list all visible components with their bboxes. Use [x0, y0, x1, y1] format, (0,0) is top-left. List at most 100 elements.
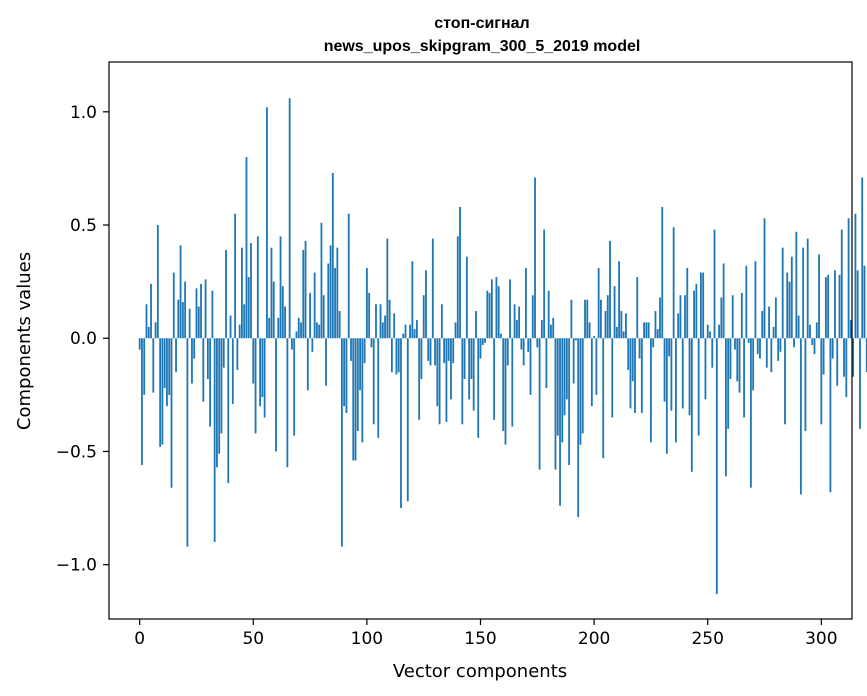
- bar-192: [575, 338, 577, 341]
- bar-295: [809, 324, 811, 339]
- bar-200: [593, 335, 596, 339]
- bar-86: [334, 268, 336, 339]
- bar-272: [756, 338, 759, 355]
- bar-70: [297, 317, 300, 339]
- bar-44: [238, 324, 241, 339]
- bar-114: [397, 338, 400, 373]
- bar-89: [340, 338, 343, 547]
- bar-165: [513, 304, 516, 339]
- bar-84: [329, 245, 332, 339]
- bar-28: [202, 338, 205, 402]
- bar-198: [588, 322, 591, 339]
- bar-144: [465, 256, 468, 339]
- bar-291: [799, 338, 802, 495]
- bar-53: [259, 338, 262, 407]
- bar-39: [227, 338, 230, 484]
- bar-298: [815, 322, 818, 339]
- bar-119: [409, 324, 411, 339]
- bar-278: [770, 338, 773, 373]
- bar-261: [731, 295, 734, 339]
- bar-77: [313, 272, 316, 339]
- bar-319: [863, 265, 866, 339]
- bar-113: [395, 338, 398, 375]
- bar-27: [200, 283, 202, 339]
- bar-148: [475, 311, 477, 339]
- bar-214: [625, 313, 627, 339]
- bar-15: [172, 272, 175, 339]
- bar-212: [620, 311, 623, 339]
- bar-97: [359, 338, 361, 391]
- bar-208: [611, 338, 614, 418]
- bar-281: [777, 338, 780, 361]
- bar-87: [336, 247, 339, 339]
- bar-267: [745, 265, 748, 339]
- bar-11: [163, 338, 166, 389]
- bar-313: [849, 320, 852, 339]
- bar-12: [166, 338, 168, 407]
- bar-21: [186, 338, 189, 547]
- x-tick-label: 200: [578, 629, 610, 649]
- bar-49: [250, 243, 252, 339]
- bar-242: [688, 338, 691, 416]
- bar-57: [268, 317, 271, 339]
- bar-310: [843, 338, 845, 377]
- bar-62: [279, 236, 282, 339]
- bar-127: [427, 338, 430, 361]
- bar-104: [375, 304, 377, 339]
- bar-121: [413, 329, 416, 339]
- bar-154: [488, 292, 491, 339]
- bar-244: [693, 290, 695, 339]
- bar-81: [322, 295, 325, 339]
- bar-233: [668, 338, 670, 357]
- bar-170: [525, 268, 527, 339]
- bar-269: [749, 338, 752, 488]
- bar-45: [241, 247, 243, 339]
- bar-100: [365, 268, 368, 339]
- bar-56: [266, 107, 268, 339]
- bar-61: [277, 317, 280, 339]
- bar-262: [734, 338, 736, 350]
- bar-158: [497, 286, 500, 339]
- bar-184: [556, 338, 559, 436]
- bar-314: [852, 338, 855, 377]
- bar-255: [718, 324, 720, 339]
- bar-260: [729, 338, 732, 379]
- bar-283: [781, 247, 784, 339]
- bar-135: [445, 338, 448, 423]
- bar-183: [554, 338, 557, 470]
- bar-17: [177, 299, 180, 339]
- bar-94: [352, 338, 355, 461]
- bar-265: [740, 292, 743, 339]
- bar-302: [824, 277, 827, 339]
- bar-271: [754, 261, 757, 339]
- y-tick-label: −1.0: [56, 556, 97, 576]
- bar-103: [372, 338, 375, 425]
- bar-3: [145, 304, 148, 339]
- bar-191: [572, 338, 575, 384]
- bar-167: [518, 306, 521, 339]
- bar-274: [761, 311, 764, 339]
- bar-34: [216, 338, 218, 468]
- bar-145: [468, 338, 471, 400]
- bar-92: [347, 213, 350, 339]
- bar-31: [209, 338, 212, 427]
- bar-259: [727, 338, 730, 429]
- x-tick-label: 0: [134, 629, 145, 649]
- bar-151: [481, 338, 484, 346]
- bar-112: [393, 313, 396, 339]
- bar-131: [436, 338, 439, 407]
- bar-96: [356, 338, 359, 432]
- bar-297: [813, 338, 816, 355]
- bar-239: [681, 338, 684, 409]
- x-tick-label: 50: [242, 629, 264, 649]
- bar-277: [768, 306, 770, 339]
- bar-174: [534, 177, 536, 339]
- bar-177: [540, 320, 543, 339]
- bar-120: [411, 261, 414, 339]
- bar-236: [675, 338, 677, 443]
- bar-293: [804, 338, 807, 432]
- bar-132: [438, 338, 441, 425]
- bar-8: [156, 225, 159, 339]
- bar-225: [650, 338, 652, 443]
